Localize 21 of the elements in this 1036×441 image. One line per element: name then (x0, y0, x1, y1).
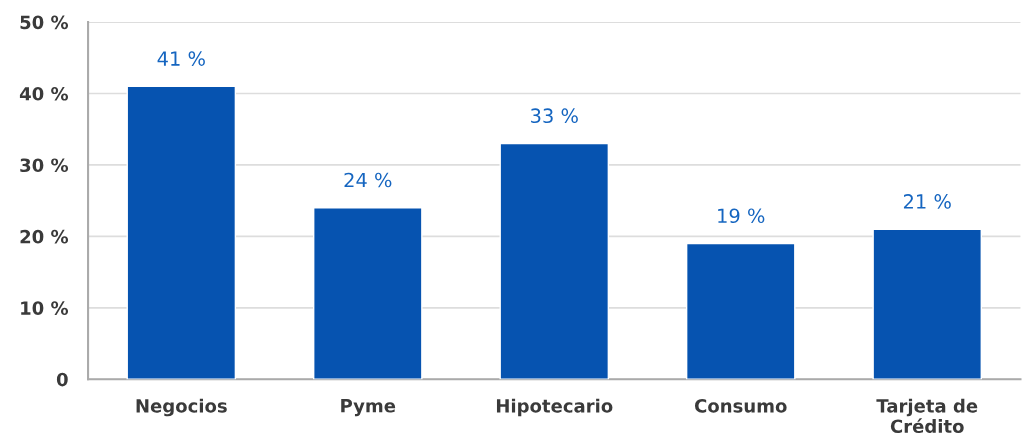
bar (499, 142, 610, 380)
x-tick-label: Consumo (694, 399, 787, 413)
data-label: 24 % (344, 172, 392, 188)
y-tick-label: 50 % (20, 15, 69, 30)
data-label: 41 % (157, 51, 205, 66)
bar (872, 228, 982, 380)
y-tick-label: 0 (56, 372, 68, 387)
data-label: 33 % (531, 108, 578, 124)
data-label: 19 % (718, 208, 765, 224)
y-tick-label: 10 % (21, 301, 69, 315)
x-tick-label: Pyme (341, 399, 396, 417)
bar (685, 242, 796, 380)
x-tick-label: Hipotecario (496, 398, 613, 417)
bar (126, 85, 237, 380)
y-tick-label: 40 % (19, 86, 69, 101)
bar (313, 207, 423, 380)
y-tick-label: 20 % (20, 229, 69, 244)
y-tick-label: 30 % (20, 158, 69, 173)
x-tick-label: Negocios (136, 398, 227, 417)
x-tick-label: Tarjeta de Crédito (876, 398, 978, 434)
data-label: 21 % (903, 194, 951, 209)
